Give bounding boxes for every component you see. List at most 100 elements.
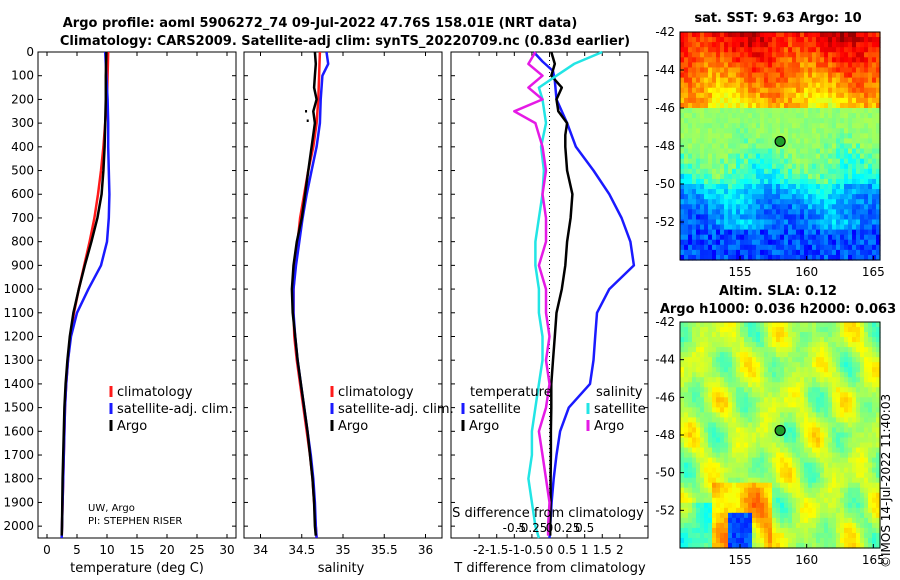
sla_map-cell	[832, 337, 837, 343]
sst_map-cell	[824, 72, 829, 79]
sla_map-cell	[856, 452, 861, 459]
sst_map-cell	[796, 62, 801, 69]
sla_map-cell	[756, 512, 761, 519]
sst_map-cell	[852, 37, 857, 43]
sst_map-cell	[768, 224, 773, 231]
salinity-argo-line	[290, 51, 318, 536]
sla_map-cell	[784, 477, 789, 484]
sla_map-cell	[812, 377, 817, 383]
sla_map-cell	[712, 527, 717, 534]
sst_map-cell	[720, 184, 725, 190]
sst_map-cell	[788, 57, 793, 63]
sla_map-cell	[876, 407, 881, 413]
sst_map-cell	[860, 194, 865, 200]
sst_map-cell	[796, 234, 801, 241]
sla_map-cell	[848, 472, 853, 479]
sst_map-cell	[840, 133, 845, 139]
sla_map-cell	[688, 427, 693, 434]
sla_map-cell	[708, 322, 713, 328]
sla_map-cell	[788, 357, 793, 363]
sla_map-cell	[852, 432, 857, 439]
sst_map-cell	[704, 138, 709, 145]
sst_map-cell	[868, 184, 873, 190]
sla_map-cell	[836, 412, 841, 419]
sla_map-cell	[828, 377, 833, 383]
sla_map-cell	[740, 382, 745, 388]
sla_map-cell	[732, 487, 737, 494]
sla_map-cell	[712, 352, 717, 358]
sla_map-cell	[688, 472, 693, 479]
sst_map-cell	[840, 148, 845, 155]
sst_map-cell	[776, 113, 781, 119]
sst_map-cell	[736, 82, 741, 89]
sst_map-cell	[748, 113, 753, 119]
sst_map-cell	[780, 82, 785, 89]
sla_map-cell	[800, 427, 805, 434]
sla_map-cell	[868, 352, 873, 358]
sla_map-cell	[832, 347, 837, 353]
sla_map-cell	[772, 537, 777, 544]
sla_map-cell	[744, 417, 749, 424]
sla_map-cell	[724, 487, 729, 494]
sla_map-cell	[780, 327, 785, 333]
sst_map-cell	[760, 189, 765, 195]
sst_map-cell	[860, 178, 865, 185]
sla_map-cell	[804, 367, 809, 373]
sla_map-cell	[840, 512, 845, 519]
sst_map-cell	[868, 173, 873, 180]
sst_map-cell	[712, 224, 717, 231]
sst_map-cell	[852, 194, 857, 200]
sst_map-cell	[740, 158, 745, 165]
sst_map-cell	[788, 123, 793, 129]
sla_map-cell	[772, 367, 777, 373]
sla_map-cell	[732, 372, 737, 378]
sla_map-cell	[776, 437, 781, 444]
sst_map-cell	[680, 199, 685, 205]
sla_map-cell	[804, 347, 809, 353]
sst_map-cell	[696, 57, 701, 63]
sst_map-cell	[760, 254, 765, 261]
sla_map-cell	[824, 467, 829, 474]
sst_map-cell	[864, 52, 869, 58]
sst_map-cell	[700, 148, 705, 155]
sla_map-cell	[712, 377, 717, 383]
sla_map-cell	[836, 507, 841, 514]
sst_map-cell	[860, 92, 865, 99]
sst_map-cell	[816, 138, 821, 145]
sst_map-cell	[760, 199, 765, 205]
sst_map-cell	[764, 133, 769, 139]
imos-timestamp: ©IMOS 14-Jul-2022 11:40:03	[879, 394, 893, 568]
sst_map-cell	[872, 102, 877, 109]
sst_map-cell	[736, 87, 741, 94]
sst_map-cell	[812, 173, 817, 180]
sla_map-cell	[860, 347, 865, 353]
sst_map-cell	[828, 178, 833, 185]
sla_map-cell	[852, 417, 857, 424]
sst_map-cell	[688, 163, 693, 170]
sla_map-cell	[828, 417, 833, 424]
sst_map-cell	[840, 52, 845, 58]
sst_map-cell	[792, 229, 797, 236]
sla_map-cell	[756, 392, 761, 398]
sst_map-cell	[716, 209, 721, 215]
sla_map-cell	[748, 457, 753, 464]
sst_map-cell	[748, 209, 753, 215]
sla_map-cell	[744, 442, 749, 449]
sla_map-cell	[692, 497, 697, 504]
sla_map-cell	[752, 457, 757, 464]
sst_map-cell	[732, 239, 737, 246]
sla_map-cell	[860, 517, 865, 524]
sst_map-cell	[852, 234, 857, 241]
sst_map-cell	[832, 178, 837, 185]
sla_map-cell	[844, 452, 849, 459]
sst_map-cell	[748, 118, 753, 124]
sst_map-cell	[680, 57, 685, 63]
sst_map-cell	[712, 57, 717, 63]
sst_map-cell	[876, 108, 881, 114]
sla_map-cell	[704, 322, 709, 328]
sla_map-cell	[768, 512, 773, 519]
sla_map-cell	[824, 482, 829, 489]
sst_map-cell	[772, 123, 777, 129]
sla_map-cell	[696, 427, 701, 434]
sst_map-cell	[860, 52, 865, 58]
